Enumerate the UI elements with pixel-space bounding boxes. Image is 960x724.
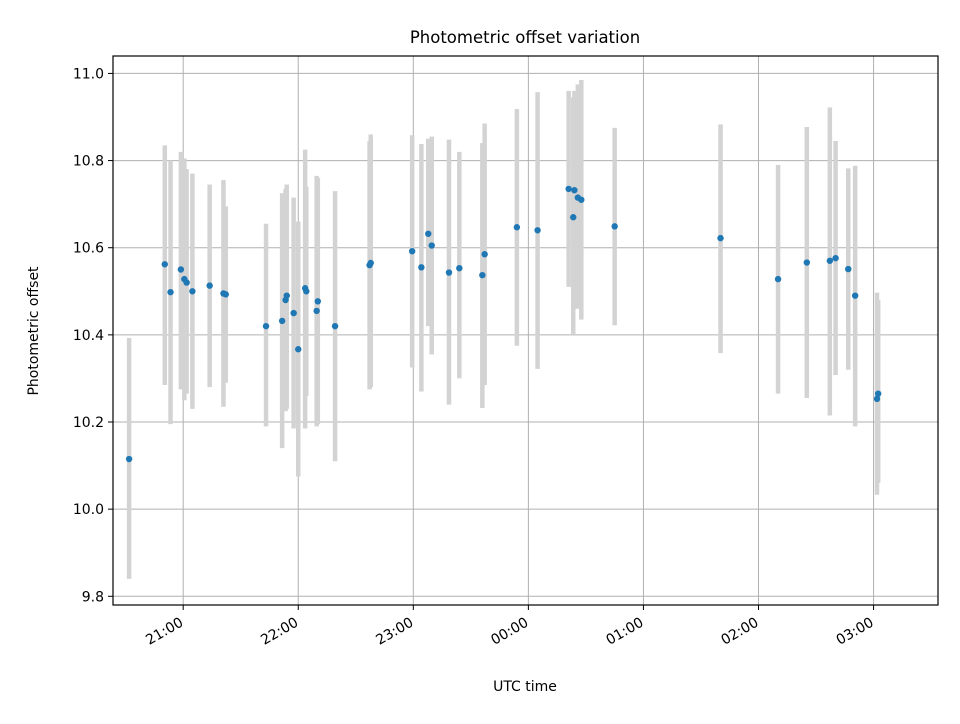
data-point [278,317,286,325]
data-point [611,223,618,230]
data-point [183,279,190,286]
data-point [425,230,432,237]
data-point [303,288,310,295]
data-point [189,288,196,295]
data-point [367,259,374,267]
x-tick-label: 22:00 [258,615,301,649]
data-point [428,242,435,249]
y-tick-label: 10.8 [73,154,104,170]
data-point [717,234,724,242]
x-tick-label: 21:00 [143,615,186,649]
data-point [570,214,577,221]
data-point [313,307,320,315]
x-tick-label: 02:00 [719,615,762,649]
x-tick-label: 01:00 [603,615,646,649]
data-point [445,269,453,276]
x-tick-label: 03:00 [834,615,877,649]
x-tick-label: 00:00 [488,615,531,649]
data-point [874,390,882,397]
data-point [565,185,572,193]
data-point [314,298,322,305]
data-point [418,264,425,271]
data-point [845,265,852,273]
plot-frame [112,55,939,606]
x-tick-label: 23:00 [373,615,416,649]
data-point [832,254,839,262]
data-point [851,292,859,299]
data-point [456,264,463,272]
x-axis-label: UTC time [493,679,557,695]
data-point [803,259,811,266]
y-tick-label: 10.4 [73,328,104,344]
data-point [295,346,302,353]
data-points [125,185,882,463]
data-point [331,322,339,330]
data-point [774,275,782,283]
data-point [578,196,585,203]
error-bars [126,79,881,579]
data-point [222,291,229,298]
data-point [206,282,213,289]
data-point [479,271,486,279]
y-axis-label: Photometric offset [26,266,42,396]
data-point [534,227,541,234]
data-point [571,187,578,194]
data-point [177,266,185,273]
grid-lines [113,56,938,605]
data-point [262,322,270,330]
data-point [125,455,133,463]
y-tick-label: 10.2 [73,415,104,431]
data-point [283,292,290,299]
data-point [290,309,297,317]
y-tick-label: 11.0 [73,66,104,82]
data-point [873,395,881,403]
data-point [481,251,488,258]
y-tick-label: 10.0 [73,502,104,518]
data-point [161,261,168,268]
y-tick-label: 10.6 [73,241,104,257]
y-tick-label: 9.8 [82,589,104,605]
data-point [826,257,834,264]
data-point [408,248,416,255]
data-point [167,288,174,296]
data-point [513,224,521,231]
chart-title: Photometric offset variation [410,28,640,47]
